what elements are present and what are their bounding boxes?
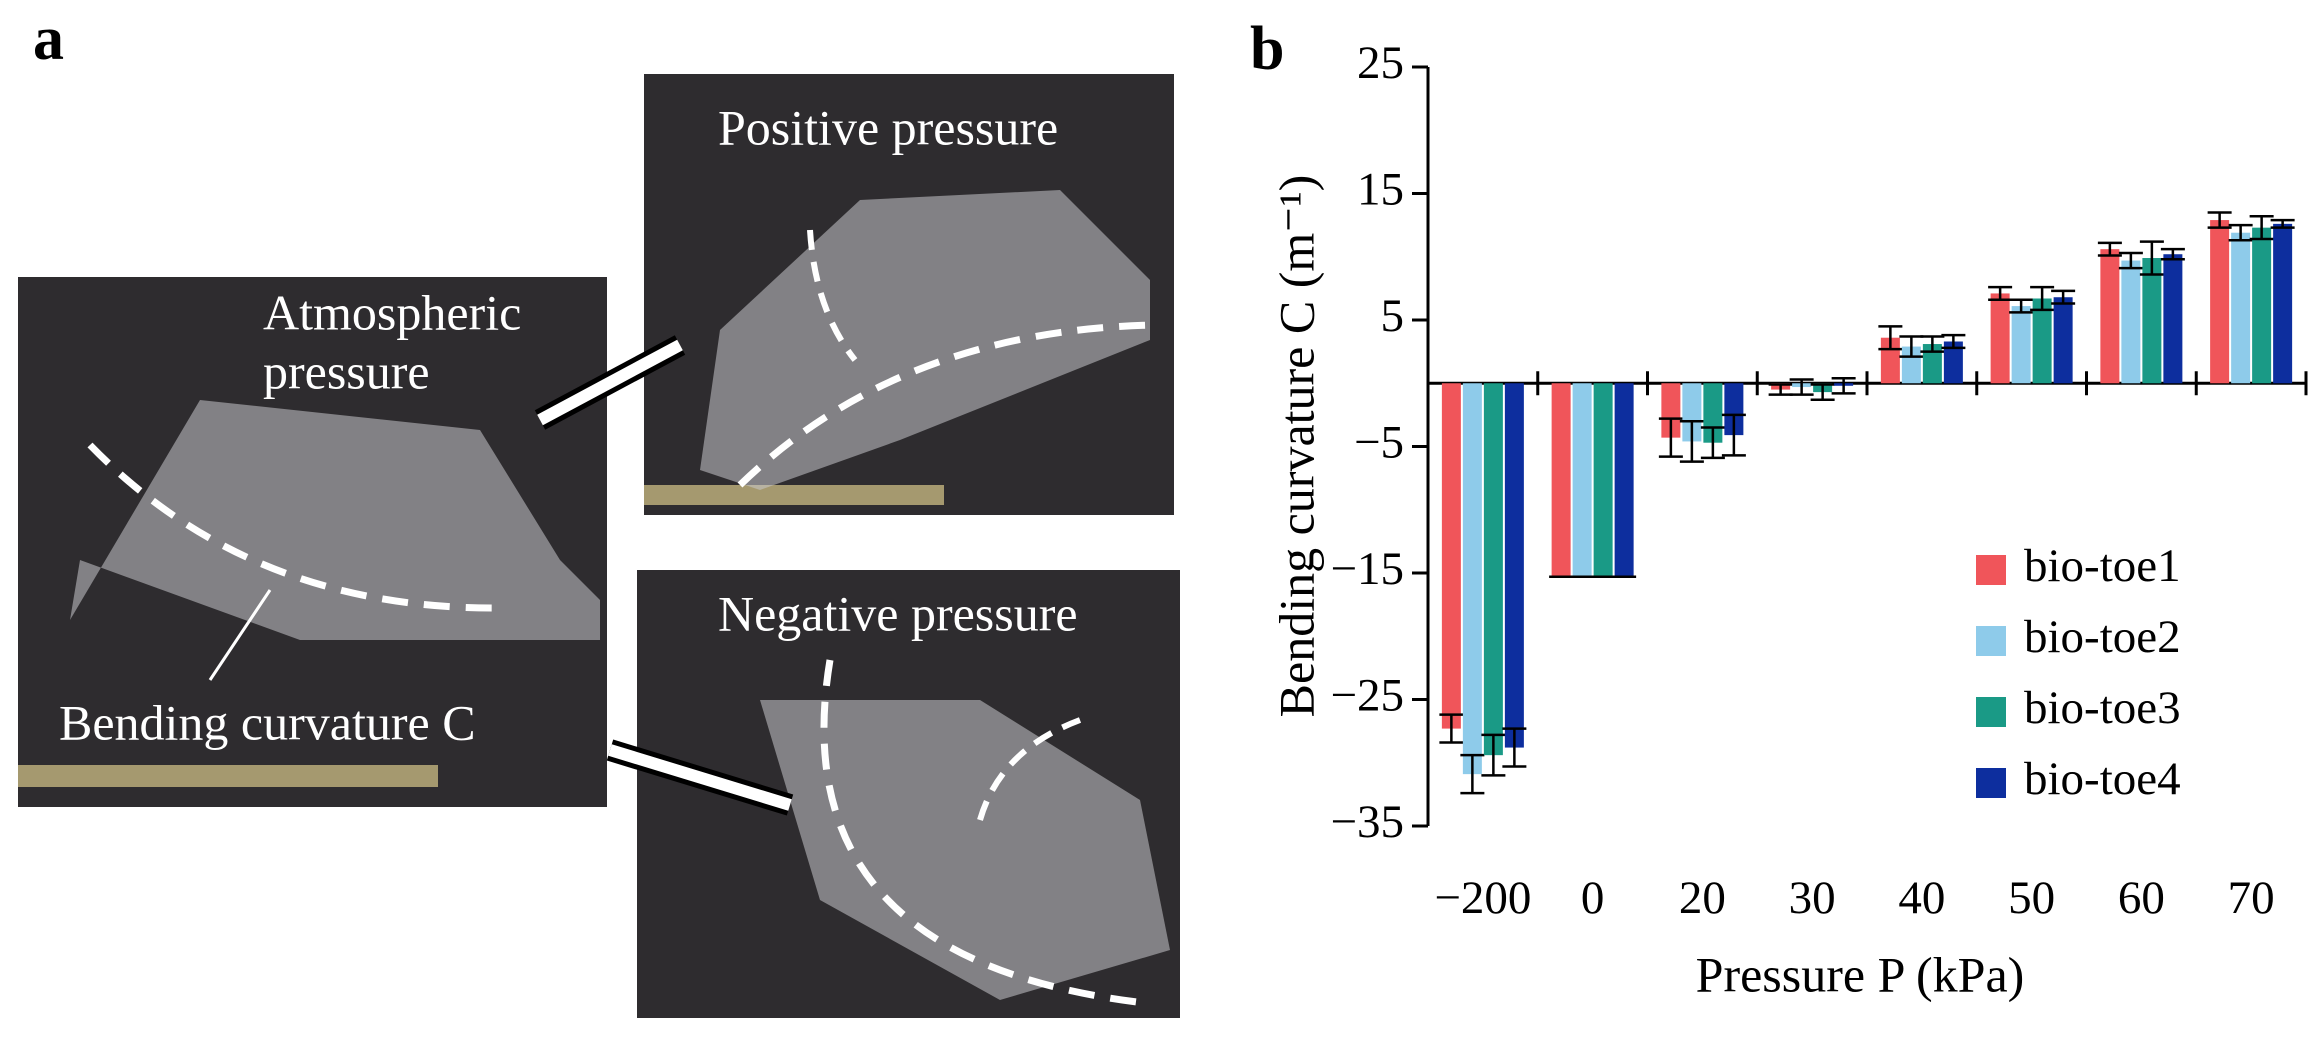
curve	[87, 442, 501, 612]
legend-label: bio-toe4	[2024, 753, 2181, 805]
x-tick-label: 30	[1789, 872, 1836, 924]
y-tick-label: 25	[1357, 37, 1404, 89]
bar	[2163, 254, 2183, 384]
bar	[2142, 258, 2162, 384]
toe	[70, 400, 600, 640]
y-axis-label: Bending curvature C (m⁻¹)	[1268, 175, 1324, 718]
error-bar	[2009, 298, 2034, 314]
legend-swatch	[1976, 555, 2006, 585]
legend-swatch	[1976, 768, 2006, 798]
error-bar	[1810, 383, 1835, 401]
bar	[2053, 297, 2073, 384]
arrow	[537, 339, 683, 426]
legend-label: bio-toe2	[2024, 611, 2181, 663]
bar	[1441, 383, 1461, 729]
bar	[2210, 220, 2230, 384]
error-bar	[1920, 335, 1945, 353]
error-bar	[1988, 285, 2013, 302]
arrow	[807, 229, 858, 362]
bar	[2273, 223, 2293, 384]
y-tick-label: −35	[1330, 796, 1404, 848]
photo-label: Atmospheric	[263, 284, 521, 340]
pointer	[208, 589, 272, 681]
y-tick-label: 15	[1357, 163, 1404, 215]
bar	[1572, 383, 1592, 577]
x-tick-label: 0	[1581, 872, 1605, 924]
error-bar	[2160, 247, 2185, 261]
bar	[2011, 306, 2031, 384]
x-tick-label: 70	[2228, 872, 2275, 924]
error-bar	[2228, 223, 2253, 242]
bar	[1614, 383, 1634, 577]
arrow	[608, 744, 792, 811]
photos	[18, 74, 1180, 1018]
bar	[1504, 383, 1524, 748]
curve	[820, 659, 1146, 1007]
error-bar	[1700, 426, 1725, 460]
error-bar	[1679, 419, 1704, 463]
bar	[1990, 293, 2010, 384]
bar	[1593, 383, 1613, 577]
bar	[2231, 232, 2251, 384]
arrow	[977, 717, 1082, 821]
error-bar	[2051, 289, 2076, 305]
photo-label: Bending curvature C	[59, 694, 476, 750]
photo-light	[18, 765, 438, 787]
photo-light	[644, 485, 944, 505]
error-bar	[2139, 240, 2164, 276]
bar	[2032, 298, 2052, 384]
x-tick-label: 20	[1679, 872, 1726, 924]
error-bar	[2207, 211, 2232, 229]
x-tick-label: 60	[2118, 872, 2165, 924]
legend-label: bio-toe1	[2024, 540, 2181, 592]
error-bar	[1941, 333, 1966, 350]
x-tick-label: −200	[1434, 872, 1531, 924]
y-tick-label: −15	[1330, 543, 1404, 595]
bar	[1551, 383, 1571, 577]
photo-label: Negative pressure	[718, 585, 1078, 641]
error-bar	[1899, 335, 1924, 358]
error-bar	[1439, 713, 1464, 744]
y-tick-label: −5	[1354, 416, 1404, 468]
bar	[1943, 341, 1963, 384]
legend-swatch	[1976, 697, 2006, 727]
error-bar	[2030, 285, 2055, 312]
error-bar	[1481, 733, 1506, 777]
error-bar	[1721, 413, 1746, 457]
error-bar	[1878, 325, 1903, 351]
error-bar	[2118, 251, 2143, 270]
error-bar	[2097, 241, 2122, 257]
panel-label: b	[1250, 15, 1284, 83]
y-tick-label: −25	[1330, 669, 1404, 721]
x-tick-label: 40	[1898, 872, 1945, 924]
error-bar	[1460, 753, 1485, 795]
error-bar	[2270, 218, 2295, 229]
bar	[1682, 383, 1702, 442]
error-bar	[2249, 215, 2274, 241]
toe	[760, 700, 1170, 1000]
photo-label: pressure	[263, 343, 430, 399]
legend-swatch	[1976, 626, 2006, 656]
error-bar	[1658, 417, 1683, 458]
bar	[2252, 227, 2272, 384]
bar	[1661, 383, 1681, 438]
bar	[1462, 383, 1482, 775]
error-bar	[1831, 376, 1856, 395]
bar	[1483, 383, 1503, 756]
bar	[1724, 383, 1744, 436]
bar	[1922, 344, 1942, 384]
x-tick-label: 50	[2008, 872, 2055, 924]
x-axis-label: Pressure P (kPa)	[1696, 946, 2025, 1002]
y-tick-label: 5	[1381, 290, 1405, 342]
legend-label: bio-toe3	[2024, 682, 2181, 734]
bar	[2100, 249, 2120, 384]
curve	[737, 321, 1156, 488]
panel-label: a	[33, 5, 64, 73]
bar	[2121, 260, 2141, 384]
photo-label: Positive pressure	[718, 99, 1058, 155]
error-bar	[1502, 727, 1527, 768]
error-bar	[1768, 383, 1793, 396]
error-bar	[1789, 378, 1814, 396]
